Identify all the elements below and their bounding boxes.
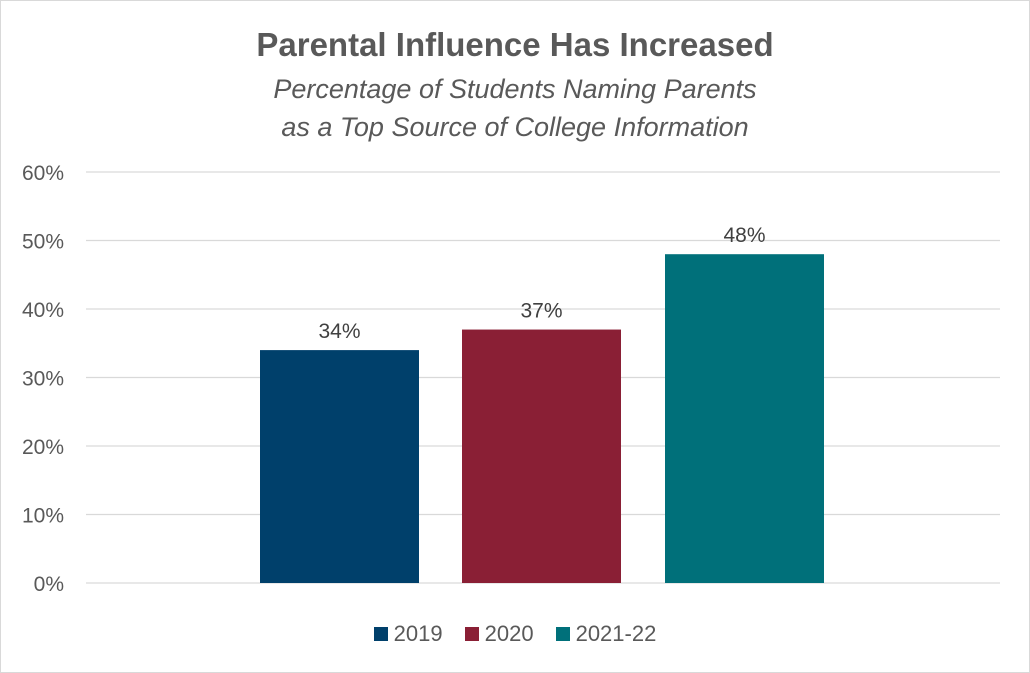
y-tick-label: 10%: [22, 505, 64, 528]
y-tick-label: 30%: [22, 368, 64, 391]
legend-label: 2019: [393, 621, 443, 646]
legend-item: 2019: [373, 621, 443, 647]
data-label: 48%: [723, 224, 765, 247]
bar-2020: [462, 329, 621, 583]
bar-2021-22: [665, 254, 824, 583]
legend-label: 2021-22: [575, 621, 657, 646]
y-tick-label: 50%: [22, 231, 64, 254]
data-label: 37%: [520, 300, 562, 323]
legend-swatch: [555, 627, 570, 641]
legend: 2019 2020 2021-22: [0, 621, 1030, 647]
legend-item: 2021-22: [555, 621, 657, 647]
y-tick-label: 60%: [22, 162, 64, 185]
data-label: 34%: [318, 320, 360, 343]
y-tick-label: 0%: [34, 573, 64, 596]
bar-2019: [260, 350, 419, 583]
legend-item: 2020: [464, 621, 534, 647]
legend-swatch: [373, 627, 388, 641]
chart-subtitle: Percentage of Students Naming Parents as…: [273, 74, 757, 142]
chart-title: Parental Influence Has Increased: [256, 26, 774, 63]
legend-label: 2020: [484, 621, 534, 646]
y-tick-label: 40%: [22, 299, 64, 322]
y-tick-label: 20%: [22, 436, 64, 459]
legend-swatch: [464, 627, 479, 641]
